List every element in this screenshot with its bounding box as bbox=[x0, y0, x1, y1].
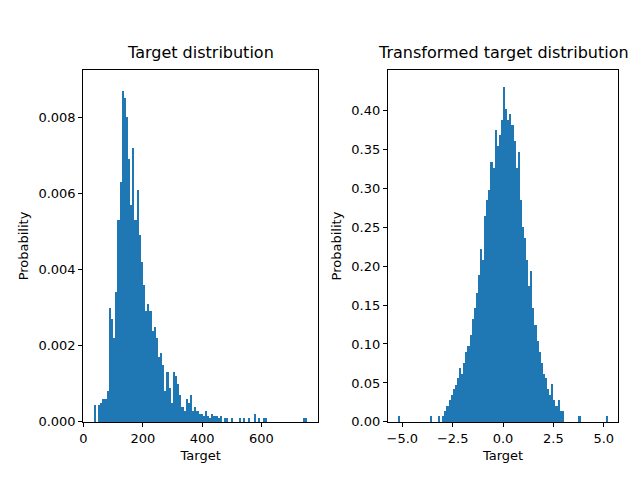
svg-text:0.35: 0.35 bbox=[351, 142, 380, 157]
svg-text:200: 200 bbox=[130, 431, 155, 446]
svg-text:Transformed target distributio: Transformed target distribution bbox=[378, 43, 629, 62]
svg-text:−5.0: −5.0 bbox=[387, 431, 419, 446]
svg-text:600: 600 bbox=[249, 431, 274, 446]
svg-text:0.000: 0.000 bbox=[38, 414, 75, 429]
svg-text:Target distribution: Target distribution bbox=[127, 43, 274, 62]
svg-text:0.10: 0.10 bbox=[351, 337, 380, 352]
svg-text:0.002: 0.002 bbox=[38, 338, 75, 353]
svg-text:0.30: 0.30 bbox=[351, 181, 380, 196]
svg-text:2.5: 2.5 bbox=[543, 431, 564, 446]
svg-text:0: 0 bbox=[79, 431, 87, 446]
svg-text:0.008: 0.008 bbox=[38, 110, 75, 125]
svg-text:0.00: 0.00 bbox=[351, 414, 380, 429]
svg-text:0.25: 0.25 bbox=[351, 220, 380, 235]
svg-text:Target: Target bbox=[482, 448, 523, 463]
svg-text:0.006: 0.006 bbox=[38, 186, 75, 201]
svg-text:Probability: Probability bbox=[16, 211, 31, 280]
svg-text:0.05: 0.05 bbox=[351, 376, 380, 391]
svg-text:Target: Target bbox=[180, 448, 221, 463]
svg-text:Probability: Probability bbox=[329, 211, 344, 280]
svg-text:400: 400 bbox=[190, 431, 215, 446]
svg-text:0.004: 0.004 bbox=[38, 262, 75, 277]
svg-text:0.20: 0.20 bbox=[351, 259, 380, 274]
svg-text:5.0: 5.0 bbox=[593, 431, 614, 446]
svg-text:0.40: 0.40 bbox=[351, 103, 380, 118]
svg-text:0.15: 0.15 bbox=[351, 298, 380, 313]
svg-text:−2.5: −2.5 bbox=[437, 431, 469, 446]
svg-text:0.0: 0.0 bbox=[493, 431, 514, 446]
